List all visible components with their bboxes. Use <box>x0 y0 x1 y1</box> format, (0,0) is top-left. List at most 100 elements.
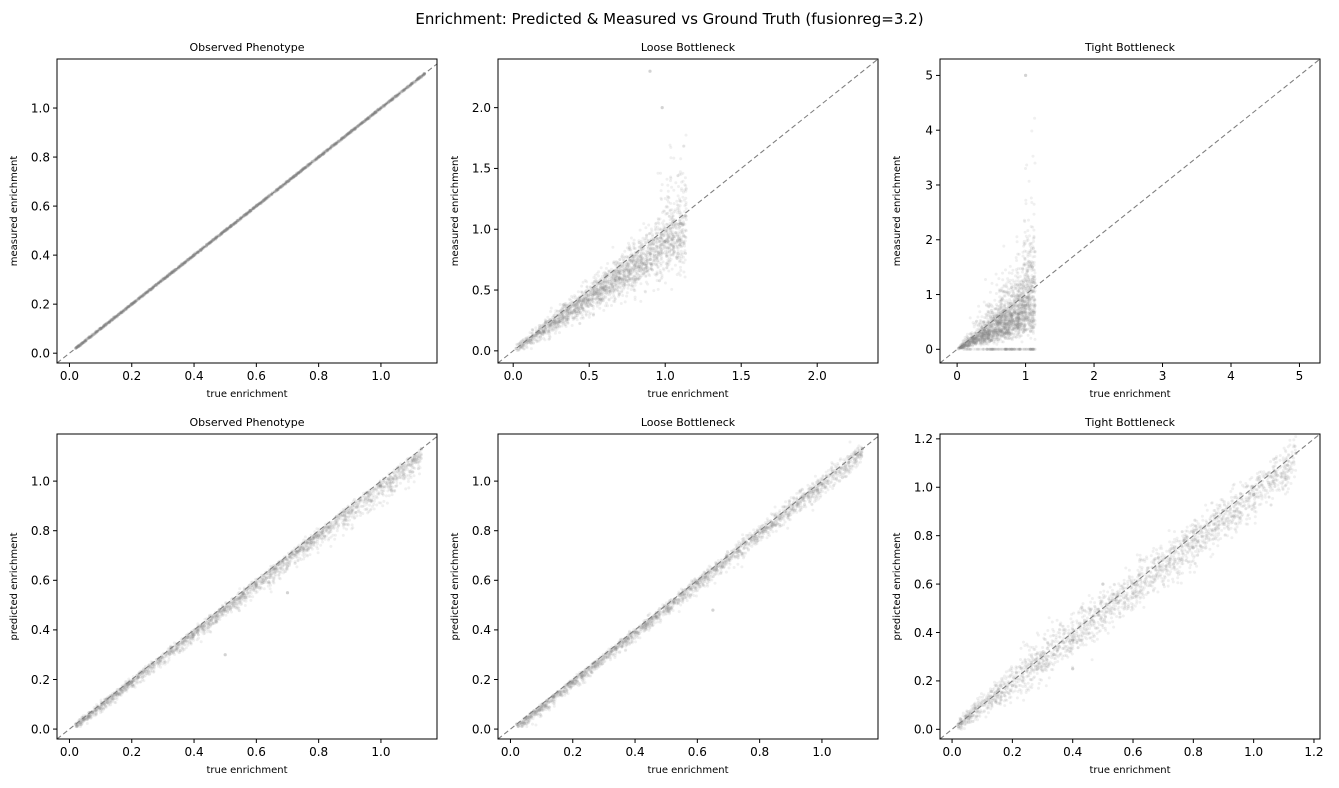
scatter-point <box>186 259 189 263</box>
scatter-point <box>305 163 309 167</box>
scatter-point <box>129 303 133 307</box>
scatter-point <box>92 332 96 336</box>
scatter-point <box>1032 212 1036 216</box>
scatter-point <box>331 143 335 147</box>
scatter-point <box>129 302 133 306</box>
scatter-point <box>655 231 659 235</box>
scatter-point <box>374 110 378 114</box>
scatter-point <box>621 277 625 281</box>
scatter-point <box>578 322 582 326</box>
scatter-point <box>678 197 681 201</box>
scatter-point <box>683 176 687 180</box>
scatter-point <box>628 268 631 272</box>
scatter-point <box>287 179 291 183</box>
scatter-point <box>237 218 241 222</box>
scatter-point <box>602 279 606 282</box>
scatter-point <box>98 327 102 331</box>
scatter-point <box>148 288 152 292</box>
scatter-point <box>581 308 585 312</box>
scatter-point <box>104 323 108 327</box>
scatter-point <box>230 223 234 227</box>
scatter-point <box>111 318 115 322</box>
scatter-point <box>652 253 656 257</box>
scatter-point <box>317 154 321 158</box>
scatter-point <box>631 241 635 245</box>
scatter-point <box>558 317 561 321</box>
scatter-point <box>542 336 546 340</box>
scatter-point <box>680 228 684 232</box>
scatter-point <box>248 209 251 212</box>
scatter-point <box>92 332 96 336</box>
scatter-point <box>375 110 379 114</box>
scatter-point <box>597 293 601 297</box>
scatter-point <box>90 332 94 336</box>
scatter-point <box>111 318 114 321</box>
scatter-point <box>581 316 585 320</box>
scatter-point <box>255 204 259 208</box>
scatter-point <box>581 300 584 304</box>
scatter-point <box>644 280 648 284</box>
scatter-point <box>629 236 633 240</box>
scatter-point <box>306 164 310 168</box>
scatter-point <box>1002 244 1006 248</box>
scatter-point <box>261 200 265 204</box>
scatter-point <box>616 261 620 265</box>
scatter-point <box>576 303 580 307</box>
scatter-point <box>400 89 404 93</box>
scatter-point <box>660 183 664 187</box>
x-tick-label: 0.0 <box>504 369 523 383</box>
scatter-point <box>619 302 623 305</box>
scatter-point <box>362 120 366 123</box>
scatter-point <box>639 299 643 303</box>
scatter-point <box>606 304 609 308</box>
scatter-point <box>601 285 605 289</box>
scatter-point <box>539 334 543 338</box>
scatter-point <box>663 239 667 243</box>
scatter-point <box>656 259 660 263</box>
scatter-point <box>595 304 599 308</box>
scatter-point <box>349 129 353 133</box>
scatter-point <box>668 227 672 231</box>
scatter-point <box>337 139 341 143</box>
scatter-point <box>644 290 647 294</box>
scatter-point <box>678 259 682 263</box>
scatter-point <box>617 293 621 297</box>
y-tick-label: 1.5 <box>472 162 491 176</box>
figure-suptitle: Enrichment: Predicted & Measured vs Grou… <box>415 10 923 28</box>
scatter-point <box>648 232 651 236</box>
scatter-point <box>983 316 987 319</box>
scatter-point <box>286 179 290 183</box>
scatter-point <box>331 145 334 148</box>
scatter-point <box>199 248 203 252</box>
scatter-point <box>682 144 685 148</box>
scatter-point <box>678 172 682 176</box>
scatter-point <box>368 115 372 119</box>
scatter-point <box>1033 255 1037 258</box>
scatter-point <box>656 266 660 270</box>
scatter-point <box>356 124 360 128</box>
scatter-point <box>599 285 602 289</box>
scatter-point <box>637 266 641 270</box>
scatter-point <box>570 304 574 308</box>
scatter-point <box>1015 235 1019 239</box>
scatter-point <box>659 189 663 193</box>
scatter-point <box>580 313 584 317</box>
scatter-point <box>338 139 342 143</box>
scatter-point <box>293 174 296 178</box>
scatter-point <box>350 129 353 132</box>
scatter-point <box>242 213 246 217</box>
scatter-point <box>658 279 661 283</box>
scatter-point <box>587 305 591 308</box>
scatter-point <box>655 225 659 229</box>
scatter-point <box>381 104 385 108</box>
scatter-point <box>561 303 565 307</box>
panel-title: Loose Bottleneck <box>641 41 736 54</box>
scatter-point <box>537 339 541 343</box>
scatter-point <box>167 271 171 275</box>
scatter-point <box>154 283 158 286</box>
scatter-point <box>274 189 278 193</box>
y-axis-label: measured enrichment <box>9 156 20 267</box>
scatter-point <box>648 69 652 73</box>
scatter-point <box>614 278 618 282</box>
scatter-point <box>675 199 679 203</box>
